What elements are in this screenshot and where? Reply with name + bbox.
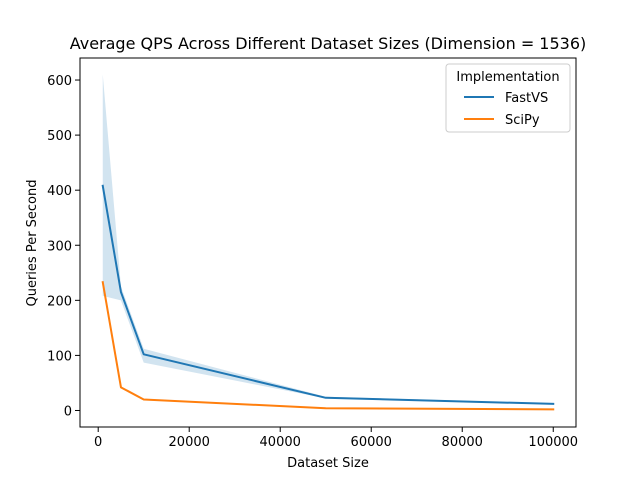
y-tick-label: 200	[47, 294, 72, 309]
x-axis-ticks: 0 20000 40000 60000 80000 100000	[94, 427, 578, 450]
legend-box	[445, 63, 571, 133]
legend-title: Implementation	[456, 70, 559, 85]
series-line-fastvs	[101, 184, 555, 405]
legend-label-fastvs: FastVS	[505, 91, 548, 106]
y-tick-label: 100	[47, 349, 72, 364]
y-tick-label: 300	[47, 239, 72, 254]
legend: Implementation FastVS SciPy	[445, 63, 571, 133]
y-tick-label: 0	[64, 404, 72, 419]
series-lines-layer	[101, 184, 555, 411]
legend-label-scipy: SciPy	[505, 113, 540, 128]
x-tick-label: 40000	[260, 435, 301, 450]
y-axis-label: Queries Per Second	[25, 179, 40, 306]
x-tick-label: 80000	[442, 435, 483, 450]
x-axis-label: Dataset Size	[287, 456, 369, 471]
series-line-scipy	[101, 280, 555, 411]
x-tick-label: 100000	[528, 435, 578, 450]
x-tick-label: 20000	[169, 435, 210, 450]
x-tick-label: 60000	[351, 435, 392, 450]
y-tick-label: 400	[47, 184, 72, 199]
plot-frame	[79, 57, 577, 428]
y-tick-label: 600	[47, 74, 72, 89]
y-tick-label: 500	[47, 129, 72, 144]
y-axis-ticks: 0 100 200 300 400 500 600	[47, 74, 80, 419]
x-tick-label: 0	[94, 435, 102, 450]
chart-title: Average QPS Across Different Dataset Siz…	[70, 34, 587, 53]
